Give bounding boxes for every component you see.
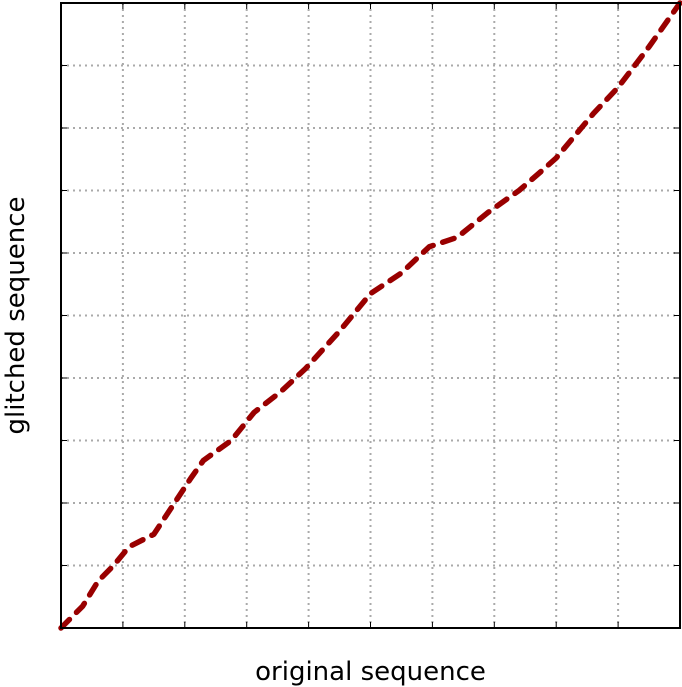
grid-lines xyxy=(61,3,680,628)
x-axis-label: original sequence xyxy=(255,657,486,687)
y-axis-label: glitched sequence xyxy=(1,197,31,435)
series-line xyxy=(58,0,682,631)
plot-frame xyxy=(60,2,681,629)
